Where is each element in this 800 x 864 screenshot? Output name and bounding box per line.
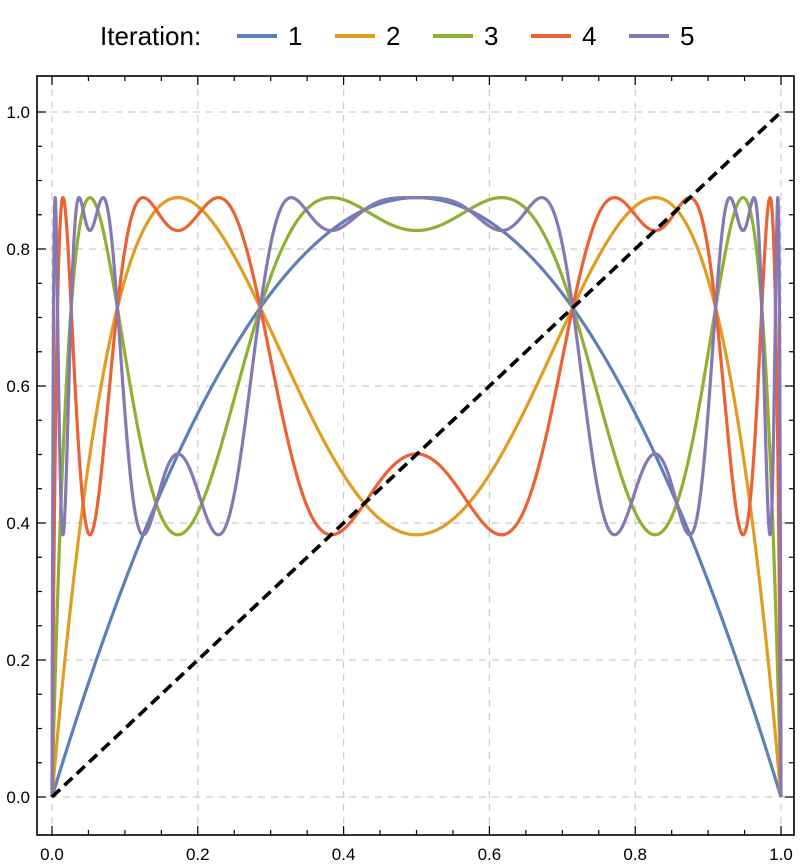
ticks: 0.0 0.2 0.4 0.6 0.8 1.0 0.0 0.2 0.4 0.6 0.8 1.0: [6, 76, 794, 864]
series-group: [50, 196, 783, 798]
series-line-4: [50, 196, 783, 798]
series-line-2: [50, 196, 783, 798]
plot-frame: [36, 75, 795, 836]
legend: Iteration: 1 2 3 4 5: [100, 21, 694, 51]
y-tick-label-2: 0.4: [6, 514, 30, 533]
y-tick-label-1: 0.2: [6, 651, 30, 670]
legend-label-1: 1: [288, 21, 302, 51]
legend-label-2: 2: [386, 21, 400, 51]
series-line-3: [50, 196, 783, 798]
x-tick-label-5: 1.0: [769, 845, 793, 864]
x-tick-label-2: 0.4: [332, 845, 356, 864]
y-tick-label-5: 1.0: [6, 103, 30, 122]
reference-diagonal: [50, 110, 783, 799]
x-tick-label-0: 0.0: [40, 845, 64, 864]
y-tick-label-3: 0.6: [6, 377, 30, 396]
x-tick-label-4: 0.8: [623, 845, 647, 864]
y-tick-label-4: 0.8: [6, 240, 30, 259]
legend-label-3: 3: [484, 21, 498, 51]
legend-label-5: 5: [680, 21, 694, 51]
reference-group: [50, 110, 783, 799]
x-tick-label-3: 0.6: [478, 845, 502, 864]
legend-items: 1 2 3 4 5: [237, 21, 694, 51]
y-tick-label-0: 0.0: [6, 788, 30, 807]
legend-label-4: 4: [582, 21, 596, 51]
series-line-5: [50, 196, 783, 798]
x-tick-label-1: 0.2: [186, 845, 210, 864]
series-line-1: [50, 196, 783, 798]
legend-title: Iteration:: [100, 21, 201, 51]
